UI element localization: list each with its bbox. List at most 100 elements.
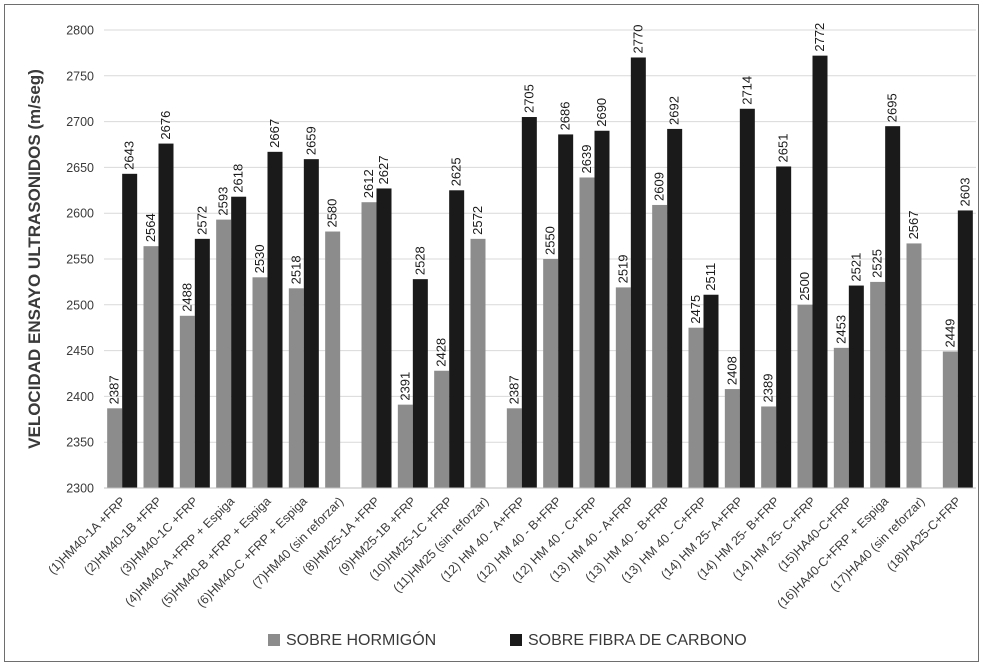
data-label: 2667	[267, 119, 282, 148]
bar-fibra-carbono	[957, 210, 973, 488]
bar-hormigon	[870, 281, 886, 488]
data-label: 2528	[412, 246, 427, 275]
y-axis-title: VELOCIDAD ENSAYO ULTRASONIDOS (m/seg)	[25, 69, 44, 449]
data-label: 2511	[703, 263, 718, 291]
y-tick-label: 2350	[66, 436, 94, 450]
data-label: 2593	[216, 187, 231, 216]
bar-hormigon	[833, 347, 849, 488]
bar-fibra-carbono	[885, 126, 901, 489]
bar-hormigon	[179, 315, 195, 488]
bar-fibra-carbono	[158, 143, 174, 489]
bar-fibra-carbono	[122, 173, 138, 488]
bar-fibra-carbono	[812, 55, 828, 488]
data-label: 2428	[434, 338, 449, 367]
data-label: 2772	[812, 23, 827, 52]
bar-fibra-carbono	[558, 134, 574, 488]
bar-hormigon	[906, 243, 922, 488]
data-label: 2643	[122, 141, 137, 170]
data-label: 2500	[797, 272, 812, 301]
data-label: 2519	[615, 254, 630, 283]
y-tick-label: 2750	[66, 69, 94, 83]
data-label: 2387	[107, 375, 122, 404]
data-label: 2659	[303, 126, 318, 155]
y-tick-label: 2600	[66, 207, 94, 221]
bar-hormigon	[216, 219, 232, 488]
data-label: 2618	[231, 164, 246, 193]
data-label: 2603	[957, 178, 972, 207]
y-tick-label: 2400	[66, 390, 94, 404]
data-label: 2389	[761, 374, 776, 403]
bar-fibra-carbono	[267, 151, 283, 488]
bar-fibra-carbono	[449, 190, 465, 489]
y-tick-label: 2300	[66, 482, 94, 496]
legend-label-fibra: SOBRE FIBRA DE CARBONO	[528, 632, 747, 649]
data-label: 2567	[906, 211, 921, 240]
y-tick-label: 2700	[66, 115, 94, 129]
bar-hormigon	[688, 327, 704, 488]
data-label: 2692	[667, 96, 682, 125]
data-label: 2572	[194, 206, 209, 235]
bar-hormigon	[942, 351, 958, 488]
data-label: 2612	[361, 169, 376, 198]
data-label: 2530	[252, 244, 267, 273]
bar-hormigon	[470, 238, 486, 488]
y-tick-label: 2650	[66, 161, 94, 175]
bar-fibra-carbono	[848, 285, 864, 488]
data-label: 2521	[848, 253, 863, 282]
data-label: 2714	[739, 76, 754, 105]
bar-hormigon	[543, 259, 559, 488]
bar-hormigon	[361, 202, 377, 488]
data-label: 2387	[506, 375, 521, 404]
data-label: 2651	[776, 134, 791, 163]
bar-fibra-carbono	[739, 108, 755, 488]
data-label: 2488	[179, 283, 194, 312]
legend-label-hormigon: SOBRE HORMIGÓN	[286, 630, 436, 649]
bar-fibra-carbono	[703, 294, 719, 488]
bar-fibra-carbono	[303, 159, 319, 488]
data-label: 2770	[630, 25, 645, 54]
bar-hormigon	[797, 304, 813, 488]
bar-hormigon	[143, 246, 159, 488]
bar-hormigon	[397, 404, 413, 488]
bar-hormigon	[107, 408, 123, 488]
data-label: 2564	[143, 213, 158, 242]
bar-hormigon	[506, 408, 522, 488]
data-label: 2475	[688, 295, 703, 324]
bar-fibra-carbono	[667, 128, 683, 489]
data-label: 2449	[942, 319, 957, 348]
data-label: 2625	[449, 157, 464, 186]
bar-fibra-carbono	[776, 166, 792, 488]
bar-hormigon	[252, 277, 268, 488]
bar-hormigon	[761, 406, 777, 488]
data-label: 2627	[376, 156, 391, 185]
y-tick-label: 2500	[66, 298, 94, 312]
data-label: 2525	[870, 249, 885, 278]
y-tick-label: 2550	[66, 253, 94, 267]
data-label: 2609	[652, 172, 667, 201]
data-label: 2518	[288, 255, 303, 284]
bar-fibra-carbono	[194, 238, 210, 488]
bar-hormigon	[325, 231, 341, 488]
data-label: 2572	[470, 206, 485, 235]
bar-fibra-carbono	[521, 117, 537, 489]
data-label: 2391	[397, 372, 412, 401]
bar-fibra-carbono	[376, 188, 392, 488]
bar-hormigon	[724, 389, 740, 488]
data-label: 2686	[558, 102, 573, 131]
bar-hormigon	[615, 287, 631, 488]
data-label: 2705	[521, 84, 536, 113]
bar-hormigon	[579, 177, 595, 488]
data-label: 2580	[325, 199, 340, 228]
data-label: 2408	[724, 356, 739, 385]
bar-hormigon	[434, 370, 450, 488]
legend-swatch-fibra	[510, 634, 522, 646]
data-label: 2676	[158, 111, 173, 140]
y-tick-label: 2450	[66, 344, 94, 358]
bar-fibra-carbono	[594, 130, 610, 488]
bar-hormigon	[652, 204, 668, 488]
legend-swatch-hormigon	[268, 634, 280, 646]
data-label: 2695	[885, 93, 900, 122]
bar-fibra-carbono	[412, 279, 428, 488]
data-label: 2639	[579, 145, 594, 174]
